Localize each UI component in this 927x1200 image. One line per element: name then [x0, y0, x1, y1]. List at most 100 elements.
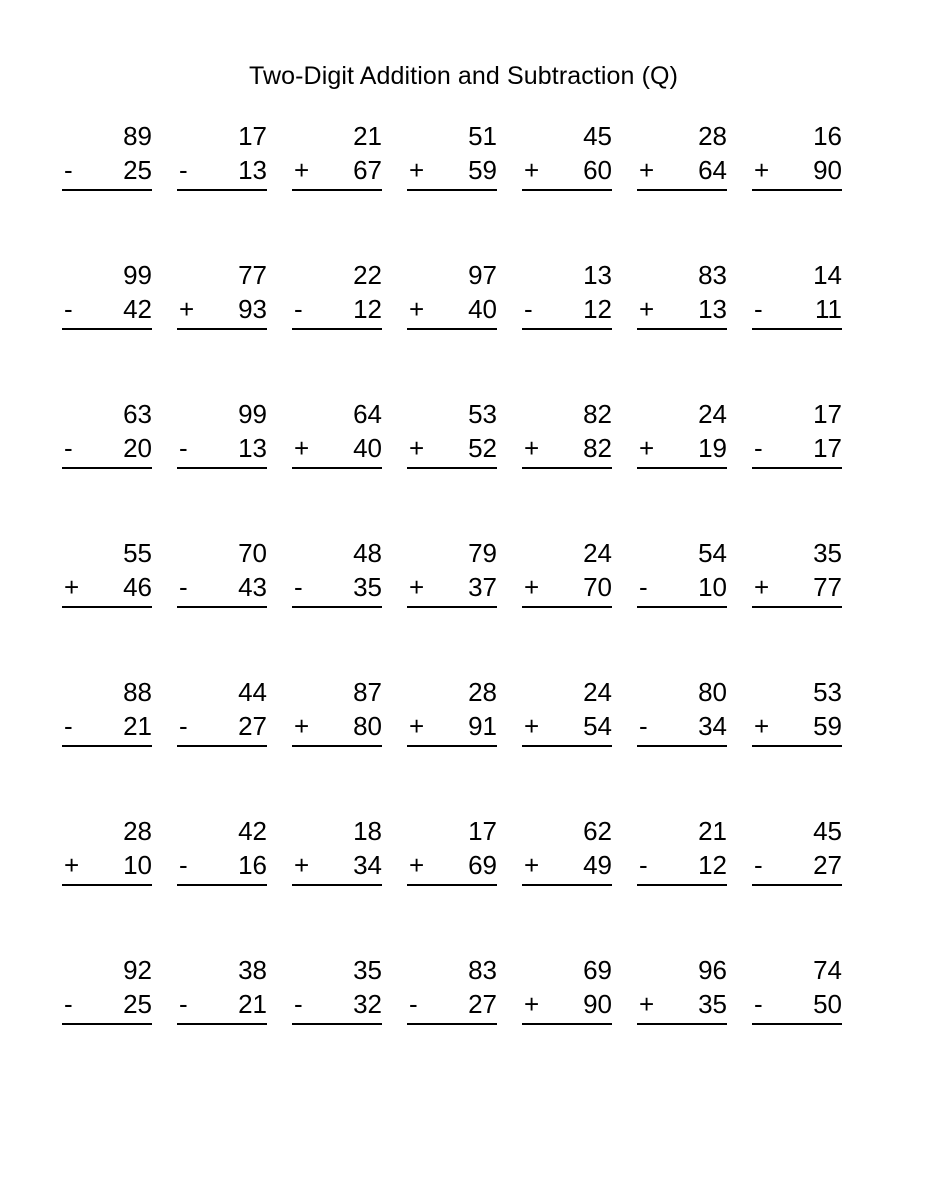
top-operand: 22 — [353, 260, 382, 290]
top-operand-line: -42 — [177, 814, 267, 848]
top-operand-line: +35 — [752, 536, 842, 570]
top-operand: 99 — [123, 260, 152, 290]
problem-stack: -38- 21 — [177, 953, 267, 1025]
problem-stack: +97+40 — [407, 258, 497, 330]
problem-stack: +24+19 — [637, 397, 727, 469]
bottom-operand-line: +40 — [407, 292, 497, 326]
problem-cell: -14- 11 — [752, 258, 867, 397]
bottom-operand: 80 — [353, 711, 382, 741]
top-operand: 99 — [238, 399, 267, 429]
top-operand-line: +87 — [292, 675, 382, 709]
bottom-operand-line: - 17 — [752, 431, 842, 465]
top-operand: 24 — [583, 538, 612, 568]
bottom-operand-line: +59 — [407, 153, 497, 187]
problem-stack: -63- 20 — [62, 397, 152, 469]
top-operand: 28 — [468, 677, 497, 707]
operator-symbol: - — [179, 155, 188, 185]
top-operand-line: -45 — [752, 814, 842, 848]
top-operand-line: -14 — [752, 258, 842, 292]
problem-cell: -54- 10 — [637, 536, 752, 675]
bottom-operand-line: - 35 — [292, 570, 382, 604]
top-operand-line: +16 — [752, 119, 842, 153]
top-operand-line: +77 — [177, 258, 267, 292]
bottom-operand-line: +34 — [292, 848, 382, 882]
problem-cell: +64+40 — [292, 397, 407, 536]
problem-stack: +96+35 — [637, 953, 727, 1025]
operator-symbol: - — [639, 711, 648, 741]
problem-stack: -17- 13 — [177, 119, 267, 191]
problem-stack: +21+67 — [292, 119, 382, 191]
problem-cell: -44- 27 — [177, 675, 292, 814]
operator-symbol: - — [64, 989, 73, 1019]
operator-symbol: + — [294, 850, 310, 880]
problem-stack: - 80- 34 — [637, 675, 727, 747]
bottom-operand-line: - 21 — [177, 987, 267, 1021]
top-operand-line: -88 — [62, 675, 152, 709]
problem-grid: -89-25-17-13+21+67+51+59+45+60+28+64+16+… — [0, 119, 927, 1092]
problem-stack: +53+59 — [752, 675, 842, 747]
top-operand: 80 — [698, 677, 727, 707]
problem-cell: -89- 25 — [62, 119, 177, 258]
top-operand-line: +17 — [407, 814, 497, 848]
bottom-operand: 91 — [468, 711, 497, 741]
operator-symbol: - — [754, 294, 763, 324]
top-operand: 92 — [123, 955, 152, 985]
bottom-operand-line: - 21 — [62, 709, 152, 743]
bottom-operand: 35 — [353, 572, 382, 602]
problem-cell: +96+35 — [637, 953, 752, 1092]
bottom-operand-line: +91 — [407, 709, 497, 743]
operator-symbol: + — [409, 155, 425, 185]
bottom-operand: 46 — [123, 572, 152, 602]
top-operand-line: -44 — [177, 675, 267, 709]
operator-symbol: - — [294, 572, 303, 602]
operator-symbol: + — [524, 155, 540, 185]
bottom-operand-line: +67 — [292, 153, 382, 187]
bottom-operand: 25 — [123, 155, 152, 185]
top-operand-line: +69 — [522, 953, 612, 987]
bottom-operand-line: - 42 — [62, 292, 152, 326]
bottom-operand-line: +40 — [292, 431, 382, 465]
bottom-operand-line: - 12 — [292, 292, 382, 326]
top-operand-line: +55 — [62, 536, 152, 570]
problem-cell: +24+70 — [522, 536, 637, 675]
problem-stack: +35+77 — [752, 536, 842, 608]
operator-symbol: - — [754, 989, 763, 1019]
problem-stack: -21- 12 — [637, 814, 727, 886]
operator-symbol: - — [409, 989, 418, 1019]
problem-stack: -70- 43 — [177, 536, 267, 608]
bottom-operand-line: +46 — [62, 570, 152, 604]
operator-symbol: + — [409, 433, 425, 463]
problem-cell: +18+34 — [292, 814, 407, 953]
top-operand-line: -99 — [177, 397, 267, 431]
operator-symbol: - — [294, 294, 303, 324]
problem-cell: -45- 27 — [752, 814, 867, 953]
bottom-operand: 34 — [353, 850, 382, 880]
top-operand: 28 — [698, 121, 727, 151]
top-operand: 69 — [583, 955, 612, 985]
top-operand: 44 — [238, 677, 267, 707]
problem-stack: +79+37 — [407, 536, 497, 608]
problem-stack: -92- 25 — [62, 953, 152, 1025]
operator-symbol: + — [179, 294, 195, 324]
top-operand: 14 — [813, 260, 842, 290]
bottom-operand-line: +49 — [522, 848, 612, 882]
top-operand-line: -48 — [292, 536, 382, 570]
bottom-operand: 10 — [123, 850, 152, 880]
problem-cell: -70- 43 — [177, 536, 292, 675]
operator-symbol: + — [409, 850, 425, 880]
problem-cell: +45+60 — [522, 119, 637, 258]
top-operand-line: -17 — [752, 397, 842, 431]
problem-stack: +77+93 — [177, 258, 267, 330]
bottom-operand: 13 — [238, 155, 267, 185]
problem-cell: +62+49 — [522, 814, 637, 953]
bottom-operand-line: - 43 — [177, 570, 267, 604]
bottom-operand-line: - 12 — [637, 848, 727, 882]
bottom-operand-line: - 16 — [177, 848, 267, 882]
top-operand: 53 — [468, 399, 497, 429]
operator-symbol: + — [294, 433, 310, 463]
top-operand-line: +64 — [292, 397, 382, 431]
top-operand-line: -21 — [637, 814, 727, 848]
problem-stack: +45+60 — [522, 119, 612, 191]
bottom-operand-line: - 34 — [637, 709, 727, 743]
